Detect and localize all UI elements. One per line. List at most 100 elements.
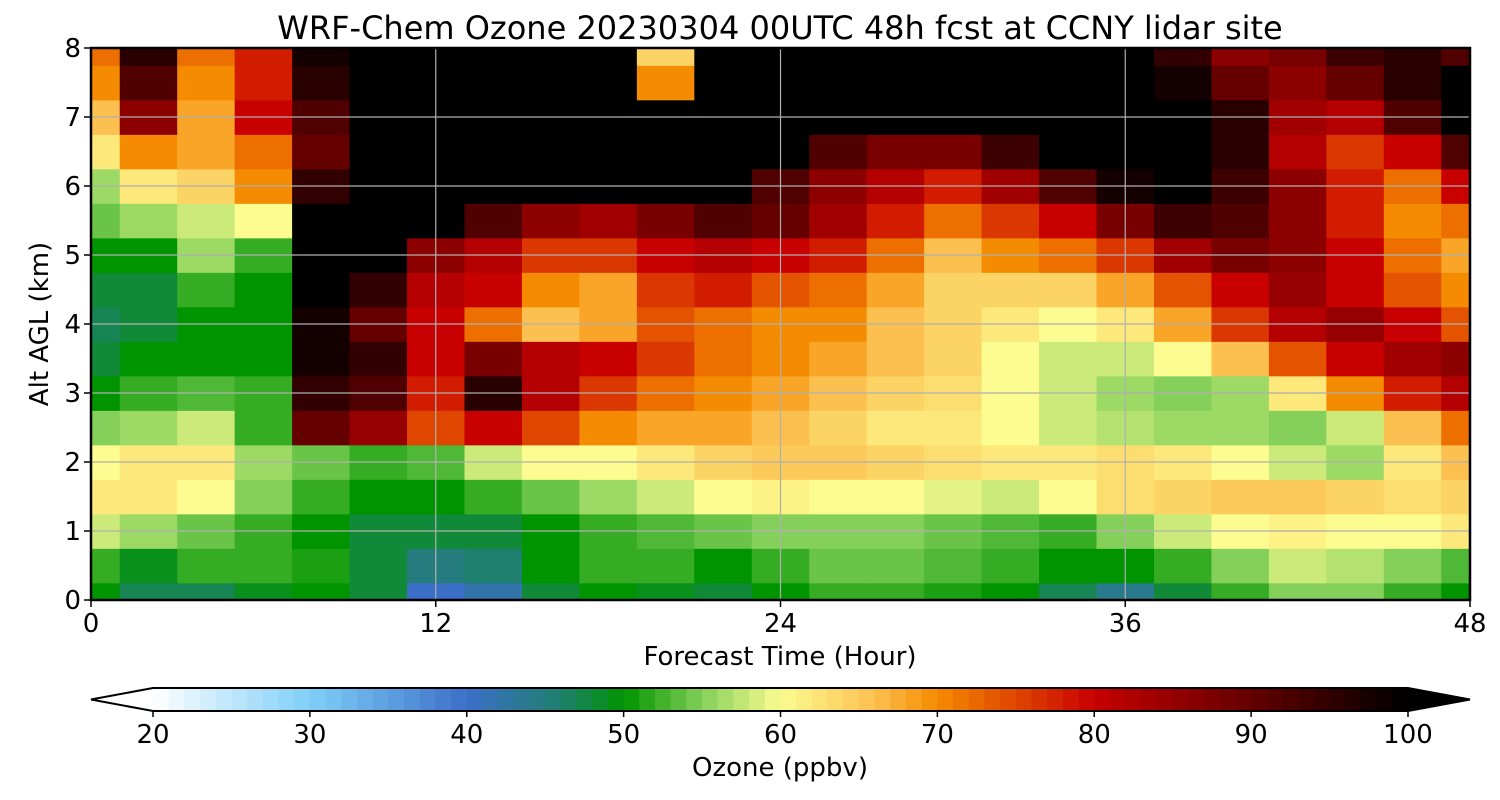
colorbar-swatch — [796, 688, 813, 711]
ozone-cell — [924, 479, 983, 515]
colorbar-swatch — [1015, 688, 1032, 711]
ozone-cell — [1326, 410, 1385, 446]
colorbar-swatch — [1000, 688, 1017, 711]
ozone-cell — [1211, 548, 1270, 584]
x-axis-label: Forecast Time (Hour) — [643, 642, 916, 672]
y-tick-label: 4 — [64, 310, 81, 340]
ozone-cell — [349, 410, 408, 446]
ozone-cell — [234, 410, 293, 446]
colorbar-swatch — [1141, 688, 1158, 711]
ozone-cell — [464, 341, 523, 377]
ozone-cell — [1326, 272, 1385, 308]
ozone-cell — [292, 203, 351, 239]
ozone-cell — [1211, 582, 1270, 601]
ozone-cell — [1268, 341, 1327, 377]
ozone-cell — [464, 272, 523, 308]
ozone-cell — [1441, 272, 1471, 308]
colorbar-swatch — [921, 688, 938, 711]
ozone-cell — [521, 410, 580, 446]
ozone-cell — [579, 582, 638, 601]
colorbar-extend-min — [91, 688, 153, 711]
colorbar-swatch — [906, 688, 923, 711]
ozone-cell — [521, 65, 580, 101]
ozone-cell — [1326, 65, 1385, 101]
ozone-cell — [1153, 48, 1213, 66]
ozone-cell — [636, 410, 695, 446]
colorbar-swatch — [733, 688, 750, 711]
ozone-cell — [464, 582, 523, 601]
colorbar-swatch — [1235, 688, 1252, 711]
y-tick-label: 2 — [64, 448, 81, 478]
colorbar-swatch — [419, 688, 436, 711]
ozone-cell — [694, 582, 753, 601]
colorbar-swatch — [607, 688, 625, 711]
ozone-cell — [177, 582, 236, 601]
ozone-cell — [1441, 48, 1471, 66]
ozone-cell — [924, 134, 983, 170]
x-tick-label: 0 — [83, 609, 100, 639]
colorbar-swatch — [168, 688, 185, 711]
colorbar-swatch — [843, 688, 860, 711]
ozone-cell — [119, 272, 178, 308]
colorbar-swatch — [655, 688, 672, 711]
ozone-cell — [1441, 582, 1471, 601]
ozone-cell — [866, 134, 925, 170]
colorbar-swatch — [1266, 688, 1283, 711]
colorbar-swatch — [576, 688, 593, 711]
ozone-cell — [177, 203, 236, 239]
ozone-cell — [1153, 582, 1213, 601]
y-tick-label: 1 — [64, 517, 81, 547]
ozone-cell — [521, 48, 580, 66]
ozone-cell — [981, 341, 1040, 377]
ozone-cell — [1039, 410, 1098, 446]
colorbar-swatch — [435, 688, 452, 711]
colorbar-swatch — [200, 688, 217, 711]
ozone-cell — [349, 582, 408, 601]
ozone-cell — [177, 341, 236, 377]
ozone-cell — [694, 203, 753, 239]
ozone-cell — [924, 65, 983, 101]
ozone-cell — [1211, 203, 1270, 239]
ozone-cell — [694, 48, 753, 66]
ozone-cell — [464, 479, 523, 515]
ozone-cell — [292, 272, 351, 308]
ozone-cell — [866, 48, 925, 66]
ozone-cell — [981, 272, 1040, 308]
colorbar-swatch — [482, 688, 499, 711]
ozone-cell — [91, 134, 121, 170]
ozone-cell — [1153, 410, 1213, 446]
colorbar-swatch — [1094, 688, 1111, 711]
colorbar-swatch — [1188, 688, 1205, 711]
ozone-cell — [1441, 341, 1471, 377]
colorbar-tick-label: 60 — [764, 720, 797, 750]
ozone-cell — [924, 548, 983, 584]
ozone-cell — [981, 65, 1040, 101]
ozone-cell — [579, 65, 638, 101]
x-tick-label: 36 — [1109, 609, 1142, 639]
ozone-cell — [349, 479, 408, 515]
colorbar-swatch — [1031, 688, 1048, 711]
ozone-cell — [1211, 479, 1270, 515]
ozone-cell — [464, 410, 523, 446]
ozone-cell — [119, 65, 178, 101]
ozone-cell — [809, 410, 868, 446]
colorbar-swatch — [184, 688, 201, 711]
ozone-cell — [694, 479, 753, 515]
ozone-cell — [349, 203, 408, 239]
ozone-cell — [1153, 134, 1213, 170]
ozone-cell — [866, 582, 925, 601]
ozone-cell — [234, 134, 293, 170]
ozone-cell — [1153, 341, 1213, 377]
ozone-cell — [981, 134, 1040, 170]
colorbar-swatch — [294, 688, 311, 711]
colorbar-swatch — [1392, 688, 1409, 711]
ozone-cell — [1211, 134, 1270, 170]
ozone-cell — [91, 410, 121, 446]
colorbar-swatch — [388, 688, 405, 711]
colorbar-swatch — [764, 688, 781, 711]
ozone-cell — [464, 65, 523, 101]
ozone-cell — [1153, 548, 1213, 584]
colorbar-swatch — [1157, 688, 1174, 711]
ozone-cell — [1211, 65, 1270, 101]
